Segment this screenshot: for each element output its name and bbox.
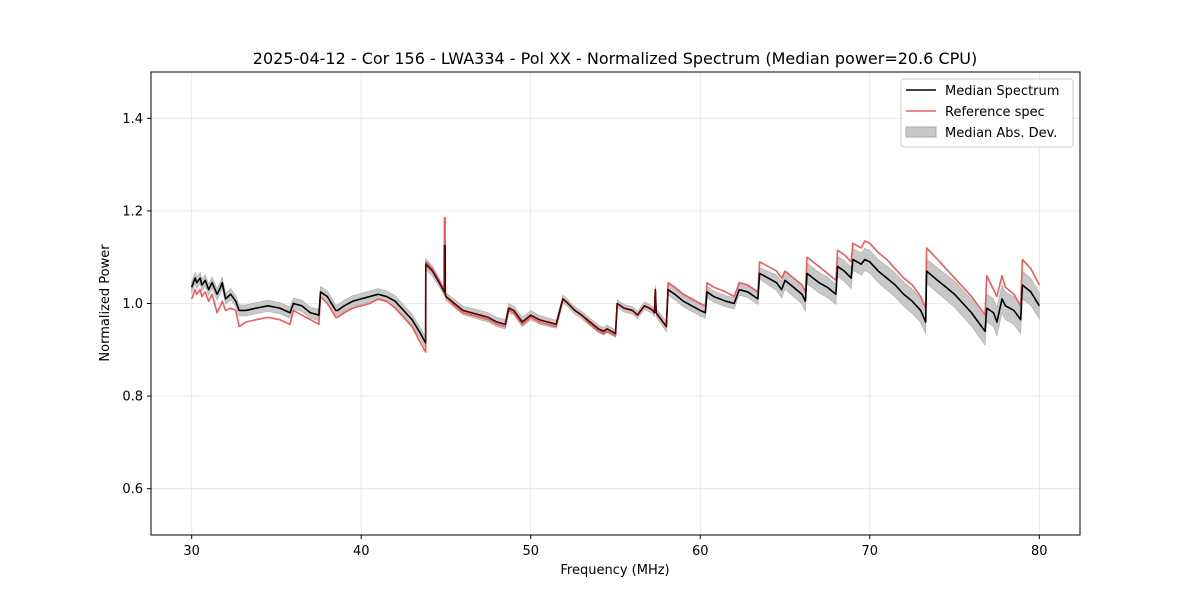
overlap-spectrum-line (424, 244, 669, 343)
legend-mad-swatch (905, 126, 937, 138)
y-tick-label: 0.8 (122, 390, 143, 405)
x-tick-label: 30 (183, 544, 200, 559)
x-tick-label: 40 (353, 544, 370, 559)
legend: Median Spectrum Reference spec Median Ab… (900, 78, 1074, 148)
chart-title: 2025-04-12 - Cor 156 - LWA334 - Pol XX -… (253, 49, 977, 68)
axis-ticks: 30 40 50 60 70 80 0.6 0.8 1.0 1.2 1.4 (122, 112, 1047, 559)
y-tick-label: 0.6 (122, 482, 143, 497)
legend-median-label: Median Spectrum (945, 84, 1059, 99)
y-tick-label: 1.2 (122, 204, 143, 219)
reference-spectrum-line (190, 217, 1041, 353)
legend-mad-label: Median Abs. Dev. (945, 126, 1057, 141)
x-axis-title: Frequency (MHz) (560, 563, 669, 578)
legend-box (900, 78, 1074, 148)
y-tick-label: 1.4 (122, 112, 143, 127)
x-tick-label: 80 (1031, 544, 1048, 559)
x-tick-label: 50 (522, 544, 539, 559)
x-tick-label: 70 (862, 544, 879, 559)
x-tick-label: 60 (692, 544, 709, 559)
y-axis-title: Normalized Power (98, 244, 113, 362)
plot-area (190, 217, 1041, 353)
y-tick-label: 1.0 (122, 297, 143, 312)
legend-reference-label: Reference spec (945, 105, 1045, 120)
